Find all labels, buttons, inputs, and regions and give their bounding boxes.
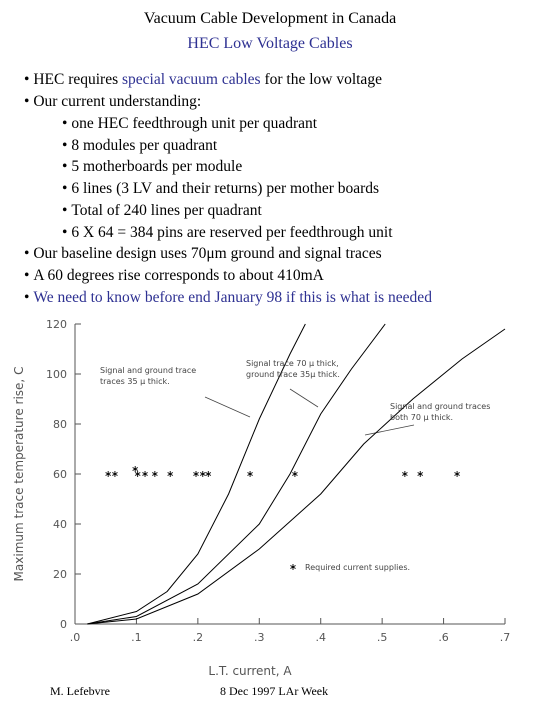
text: We need to know before end January 98 if… bbox=[33, 289, 432, 306]
text: for the low voltage bbox=[260, 71, 382, 88]
legend-marker bbox=[290, 564, 296, 570]
annotation: Signal trace 70 μ thick, ground trace 35… bbox=[246, 359, 340, 379]
bullet: 6 lines (3 LV and their returns) per mot… bbox=[62, 180, 379, 198]
text: Our current understanding: bbox=[33, 93, 202, 110]
annotation: Signal and ground traces both 70 μ thick… bbox=[390, 402, 491, 422]
star-marker bbox=[199, 471, 206, 477]
chart: L.T. current, A Maximum trace temperatur… bbox=[12, 318, 511, 678]
star-marker bbox=[142, 471, 148, 477]
bullet: 6 X 64 = 384 pins are reserved per feedt… bbox=[62, 224, 393, 242]
bullet: Our current understanding: bbox=[24, 93, 201, 111]
text: Our baseline design uses 70μm ground and… bbox=[33, 245, 382, 262]
star-marker bbox=[105, 471, 111, 477]
x-tick-label: .5 bbox=[377, 631, 388, 644]
legend-label: Required current supplies. bbox=[305, 563, 411, 572]
star-marker bbox=[417, 471, 424, 477]
pointer bbox=[364, 424, 415, 436]
text: Total of 240 lines per quadrant bbox=[71, 202, 262, 219]
text: special vacuum cables bbox=[121, 71, 261, 88]
text: 8 modules per quadrant bbox=[71, 137, 218, 154]
text: 6 lines (3 LV and their returns) per mot… bbox=[71, 180, 380, 197]
bullet: 5 motherboards per module bbox=[62, 158, 242, 176]
star-marker bbox=[193, 471, 199, 477]
bullet: Our baseline design uses 70μm ground and… bbox=[24, 245, 382, 263]
star-marker bbox=[402, 471, 408, 477]
y-tick-label: 120 bbox=[46, 318, 67, 331]
curve bbox=[87, 323, 386, 625]
x-tick-label: .6 bbox=[438, 631, 449, 644]
y-tick-label: 40 bbox=[53, 518, 67, 531]
star-marker bbox=[247, 471, 253, 477]
pointer bbox=[289, 388, 319, 408]
bullet: HEC requires special vacuum cables for t… bbox=[24, 71, 382, 89]
x-tick-label: .3 bbox=[254, 631, 265, 644]
y-tick-label: 0 bbox=[60, 618, 67, 631]
subtitle: HEC Low Voltage Cables bbox=[187, 35, 353, 52]
star-marker bbox=[292, 471, 298, 477]
bullet: one HEC feedthrough unit per quadrant bbox=[62, 115, 317, 133]
star-marker bbox=[112, 471, 118, 477]
x-tick-label: .1 bbox=[131, 631, 142, 644]
y-tick-label: 60 bbox=[53, 468, 67, 481]
text: A 60 degrees rise corresponds to about 4… bbox=[33, 267, 324, 284]
x-tick-label: .0 bbox=[70, 631, 81, 644]
star-marker bbox=[134, 471, 141, 477]
text: one HEC feedthrough unit per quadrant bbox=[71, 115, 318, 132]
star-marker bbox=[132, 466, 139, 472]
x-tick-label: .7 bbox=[500, 631, 511, 644]
title: Vacuum Cable Development in Canada bbox=[143, 10, 397, 27]
x-tick-label: .2 bbox=[193, 631, 204, 644]
annotation: Signal and ground trace traces 35 μ thic… bbox=[100, 366, 197, 386]
curve bbox=[87, 323, 306, 625]
text: HEC requires bbox=[33, 71, 122, 88]
footer-date: 8 Dec 1997 LAr Week bbox=[220, 684, 329, 698]
x-axis-label: L.T. current, A bbox=[208, 664, 292, 678]
bullet: A 60 degrees rise corresponds to about 4… bbox=[24, 267, 324, 285]
text: 5 motherboards per module bbox=[71, 158, 243, 175]
footer-author: M. Lefebvre bbox=[50, 684, 110, 698]
x-tick-label: .4 bbox=[315, 631, 326, 644]
y-tick-label: 100 bbox=[46, 368, 67, 381]
star-marker bbox=[454, 471, 460, 477]
y-axis-label: Maximum trace temperature rise, C bbox=[12, 367, 26, 582]
bullet: 8 modules per quadrant bbox=[62, 137, 217, 155]
star-marker bbox=[167, 471, 174, 477]
bullet: Total of 240 lines per quadrant bbox=[62, 202, 262, 220]
y-tick-label: 80 bbox=[53, 418, 67, 431]
bullet: We need to know before end January 98 if… bbox=[24, 289, 432, 307]
text: 6 X 64 = 384 pins are reserved per feedt… bbox=[71, 224, 393, 241]
y-tick-label: 20 bbox=[53, 568, 67, 581]
pointer bbox=[204, 396, 251, 418]
curve bbox=[87, 328, 506, 625]
star-marker bbox=[205, 471, 212, 477]
star-marker bbox=[152, 471, 158, 477]
